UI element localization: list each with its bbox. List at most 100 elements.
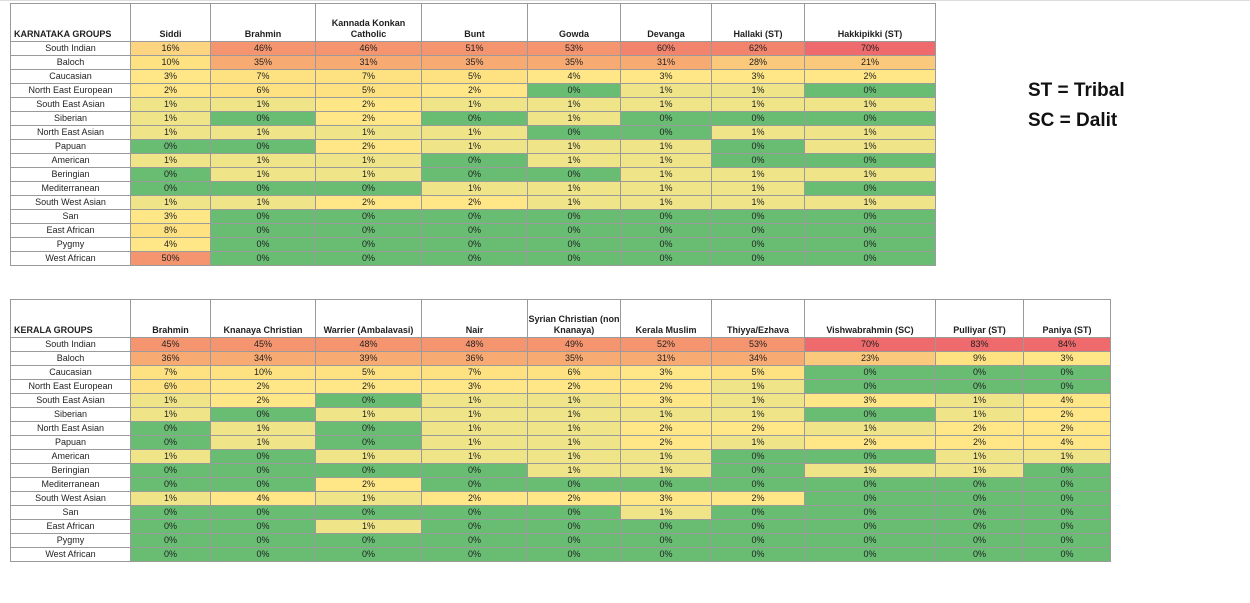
table-cell: 1% [130, 97, 211, 112]
table-cell: 62% [711, 41, 805, 56]
table-cell: 5% [421, 69, 528, 84]
table-row: South East Asian 1% 2% 0% 1% 1% 3% 1% 3% 1% 4% [10, 393, 1111, 408]
table-cell: 0% [210, 533, 316, 548]
table-cell: 2% [421, 491, 528, 506]
column-header: Warrier (Ambalavasi) [315, 299, 422, 338]
table-cell: 1% [130, 449, 211, 464]
table-row: Beringian 0% 0% 0% 0% 1% 1% 0% 1% 1% 0% [10, 463, 1111, 478]
table-cell: 1% [527, 97, 621, 112]
table-row: West African 0% 0% 0% 0% 0% 0% 0% 0% 0% 0% [10, 547, 1111, 562]
table-cell: 3% [1023, 351, 1111, 366]
table-cell: 0% [527, 237, 621, 252]
table-cell: 2% [620, 379, 712, 394]
header-row: KARNATAKA GROUPS Siddi Brahmin Kannada K… [10, 3, 936, 42]
row-label: West African [10, 547, 131, 562]
row-label: Caucasian [10, 365, 131, 380]
table-cell: 1% [711, 379, 805, 394]
table-cell: 1% [804, 97, 936, 112]
table-cell: 0% [804, 153, 936, 168]
row-label: Pygmy [10, 237, 131, 252]
table-cell: 0% [1023, 519, 1111, 534]
table-cell: 0% [527, 547, 621, 562]
table-cell: 0% [210, 477, 316, 492]
table-cell: 0% [421, 111, 528, 126]
table-cell: 2% [315, 195, 422, 210]
table-cell: 4% [1023, 435, 1111, 450]
table-row: Mediterranean 0% 0% 2% 0% 0% 0% 0% 0% 0% 0% [10, 477, 1111, 492]
table-cell: 0% [1023, 463, 1111, 478]
table-cell: 0% [804, 407, 936, 422]
table-cell: 2% [421, 195, 528, 210]
table-cell: 0% [1023, 547, 1111, 562]
table-cell: 1% [421, 97, 528, 112]
table-cell: 84% [1023, 337, 1111, 352]
table-cell: 1% [804, 195, 936, 210]
table-cell: 0% [804, 251, 936, 266]
table-cell: 0% [130, 421, 211, 436]
column-header: Bunt [421, 3, 528, 42]
table-cell: 3% [711, 69, 805, 84]
table-title: KERALA GROUPS [10, 299, 131, 338]
table-cell: 0% [620, 547, 712, 562]
table-cell: 1% [620, 505, 712, 520]
table-cell: 0% [527, 533, 621, 548]
table-cell: 5% [315, 365, 422, 380]
row-label: North East European [10, 379, 131, 394]
table-cell: 4% [527, 69, 621, 84]
table-cell: 60% [620, 41, 712, 56]
table-cell: 0% [620, 237, 712, 252]
table-cell: 0% [130, 547, 211, 562]
table-cell: 1% [130, 407, 211, 422]
row-label: Siberian [10, 407, 131, 422]
table-cell: 0% [620, 477, 712, 492]
table-cell: 34% [210, 351, 316, 366]
table-cell: 0% [711, 477, 805, 492]
table-cell: 0% [804, 223, 936, 238]
table-cell: 0% [804, 181, 936, 196]
table-cell: 2% [1023, 407, 1111, 422]
table-cell: 6% [527, 365, 621, 380]
table-row: American 1% 0% 1% 1% 1% 1% 0% 0% 1% 1% [10, 449, 1111, 464]
table-cell: 1% [711, 83, 805, 98]
table-row: South Indian 45% 45% 48% 48% 49% 52% 53% 70% 83% 8… [10, 337, 1111, 352]
table-cell: 8% [130, 223, 211, 238]
row-label: American [10, 153, 131, 168]
table-cell: 1% [527, 111, 621, 126]
table-row: Beringian 0% 1% 1% 0% 0% 1% 1% 1% [10, 167, 936, 182]
table-cell: 5% [315, 83, 422, 98]
table-cell: 31% [315, 55, 422, 70]
column-header: Brahmin [210, 3, 316, 42]
row-label: Caucasian [10, 69, 131, 84]
table-cell: 9% [935, 351, 1024, 366]
table-cell: 0% [421, 463, 528, 478]
table-row: East African 8% 0% 0% 0% 0% 0% 0% 0% [10, 223, 936, 238]
table-cell: 70% [804, 41, 936, 56]
table-cell: 2% [527, 491, 621, 506]
table-cell: 1% [620, 97, 712, 112]
row-label: Pygmy [10, 533, 131, 548]
table-cell: 1% [804, 463, 936, 478]
row-label: Mediterranean [10, 181, 131, 196]
table-cell: 2% [620, 421, 712, 436]
table-row: Baloch 10% 35% 31% 35% 35% 31% 28% 21% [10, 55, 936, 70]
row-label: Siberian [10, 111, 131, 126]
table-cell: 0% [711, 533, 805, 548]
table-cell: 0% [935, 477, 1024, 492]
table-cell: 4% [1023, 393, 1111, 408]
table-cell: 0% [421, 167, 528, 182]
column-header: Pulliyar (ST) [935, 299, 1024, 338]
table-cell: 48% [315, 337, 422, 352]
table-cell: 1% [711, 407, 805, 422]
table-cell: 1% [620, 83, 712, 98]
table-cell: 0% [130, 435, 211, 450]
legend-sc: SC = Dalit [1028, 110, 1118, 131]
row-label: North East European [10, 83, 131, 98]
table-row: Papuan 0% 1% 0% 1% 1% 2% 1% 2% 2% 4% [10, 435, 1111, 450]
table-row: East African 0% 0% 1% 0% 0% 0% 0% 0% 0% 0% [10, 519, 1111, 534]
table-cell: 83% [935, 337, 1024, 352]
column-header: Kerala Muslim [620, 299, 712, 338]
table-cell: 0% [935, 365, 1024, 380]
column-header: Vishwabrahmin (SC) [804, 299, 936, 338]
table-cell: 2% [210, 393, 316, 408]
table-cell: 0% [711, 463, 805, 478]
